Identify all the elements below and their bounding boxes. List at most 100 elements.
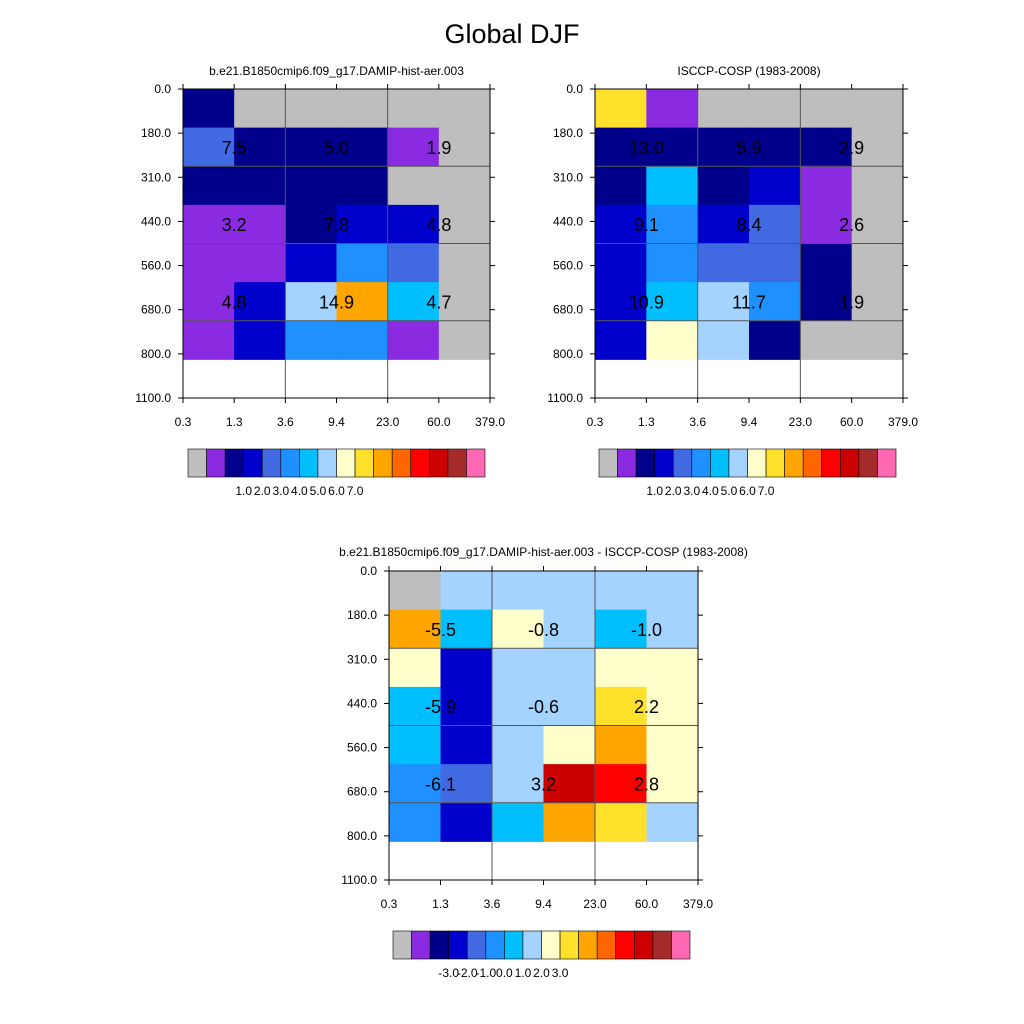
x-tick-label: 60.0 [635, 897, 659, 911]
colorbar-label: 7.0 [758, 484, 775, 498]
heatmap-cell [646, 282, 699, 322]
colorbar-swatch [299, 448, 319, 478]
colorbar-swatch [261, 448, 282, 478]
heatmap-cell [646, 686, 699, 726]
block-value: 2.6 [839, 215, 864, 235]
heatmap-cell [492, 725, 544, 765]
y-tick-label: 560.0 [347, 741, 377, 755]
x-tick-label: 9.4 [535, 897, 552, 911]
x-tick-label: 60.0 [427, 415, 451, 429]
heatmap-cell [646, 764, 699, 804]
colorbar-swatch [466, 448, 486, 478]
colorbar-label: 4.0 [291, 484, 308, 498]
heatmap-cell [438, 320, 491, 360]
heatmap-cell [440, 725, 493, 765]
heatmap-cell [800, 89, 853, 129]
y-tick-label: 800.0 [347, 829, 377, 843]
heatmap-cell [183, 282, 235, 322]
heatmap-cell [438, 127, 491, 167]
colorbar-swatch [559, 930, 579, 960]
x-tick-label: 0.3 [175, 415, 192, 429]
heatmap-cell [697, 320, 750, 360]
heatmap-cell [851, 243, 904, 283]
colorbar-label: -1.0 [475, 966, 496, 980]
heatmap-cell [697, 243, 750, 283]
block-value: 4.7 [426, 292, 451, 312]
y-tick-label: 1100.0 [547, 391, 583, 405]
heatmap-cell [646, 89, 699, 129]
colorbar: 1.0 2.0 3.0 4.0 5.0 6.0 7.0 [598, 448, 897, 498]
heatmap-cell [595, 571, 647, 611]
y-tick-label: 310.0 [553, 170, 583, 184]
heatmap-cell [183, 127, 235, 167]
heatmap-cell [646, 802, 699, 842]
y-tick-label: 680.0 [347, 785, 377, 799]
colorbar-swatch [672, 448, 693, 478]
block-value: 1.9 [839, 292, 864, 312]
heatmap-cell [749, 282, 801, 322]
colorbar-label: 2.0 [254, 484, 271, 498]
heatmap-cell [749, 127, 801, 167]
block-value: 9.1 [634, 215, 659, 235]
colorbar-swatch [522, 930, 542, 960]
colorbar-swatch [747, 448, 767, 478]
y-tick-label: 180.0 [347, 608, 377, 622]
colorbar-swatch [280, 448, 300, 478]
heatmap-cell [387, 89, 440, 129]
colorbar-swatch [206, 448, 226, 478]
x-tick-label: 379.0 [683, 897, 713, 911]
heatmap-cell [749, 243, 801, 283]
heatmap-cell [595, 89, 647, 129]
heatmap-cell [595, 282, 647, 322]
heatmap-cell [851, 204, 904, 244]
y-tick-label: 800.0 [141, 347, 171, 361]
colorbar-swatch [243, 448, 263, 478]
heatmap-cell [234, 282, 286, 322]
heatmap-cell [183, 204, 235, 244]
x-tick-label: 9.4 [741, 415, 758, 429]
block-value: 4.8 [222, 292, 247, 312]
colorbar-swatch [466, 930, 487, 960]
heatmap-cell [234, 320, 286, 360]
heatmap-cell [543, 802, 596, 842]
colorbar-swatch [354, 448, 374, 478]
colorbar-swatch [615, 930, 635, 960]
block-value: 2.9 [839, 138, 864, 158]
heatmap-cell [389, 571, 441, 611]
y-tick-label: 1100.0 [341, 873, 377, 887]
y-tick-label: 0.0 [566, 82, 583, 96]
panel-2: ISCCP-COSP (1983-2008) 0.3 1.3 3.6 9.4 23.0 60… [547, 64, 918, 498]
heatmap-cell [543, 571, 596, 611]
heatmap-cell [387, 243, 440, 283]
colorbar-label: -2.0 [457, 966, 478, 980]
y-tick-label: 180.0 [553, 126, 583, 140]
heatmap-cell [646, 571, 699, 611]
colorbar-label: 6.0 [328, 484, 345, 498]
heatmap-cell [697, 89, 750, 129]
heatmap-cell [646, 243, 699, 283]
heatmap-cell [336, 282, 389, 322]
block-value: 2.2 [634, 697, 659, 717]
panel-title: ISCCP-COSP (1983-2008) [677, 64, 820, 78]
heatmap-cell [440, 686, 493, 726]
heatmap-cell [595, 686, 647, 726]
y-tick-label: 180.0 [141, 126, 171, 140]
heatmap-cell [492, 648, 544, 688]
x-tick-label: 3.6 [277, 415, 294, 429]
x-tick-label: 379.0 [475, 415, 505, 429]
heatmap-cell [749, 204, 801, 244]
heatmap-cell [543, 725, 596, 765]
heatmap-cell [646, 166, 699, 206]
heatmap-cell [646, 609, 699, 649]
block-value: -5.5 [425, 620, 456, 640]
colorbar-label: 4.0 [702, 484, 719, 498]
heatmap-cell [697, 127, 750, 167]
heatmap-cell [387, 127, 440, 167]
y-tick-label: 440.0 [347, 696, 377, 710]
heatmap-cell [438, 89, 491, 129]
heatmap-cell [440, 609, 493, 649]
heatmap-cell [492, 609, 544, 649]
heatmap-cell [438, 282, 491, 322]
heatmap-cell [800, 282, 853, 322]
heatmap-cell [389, 609, 441, 649]
